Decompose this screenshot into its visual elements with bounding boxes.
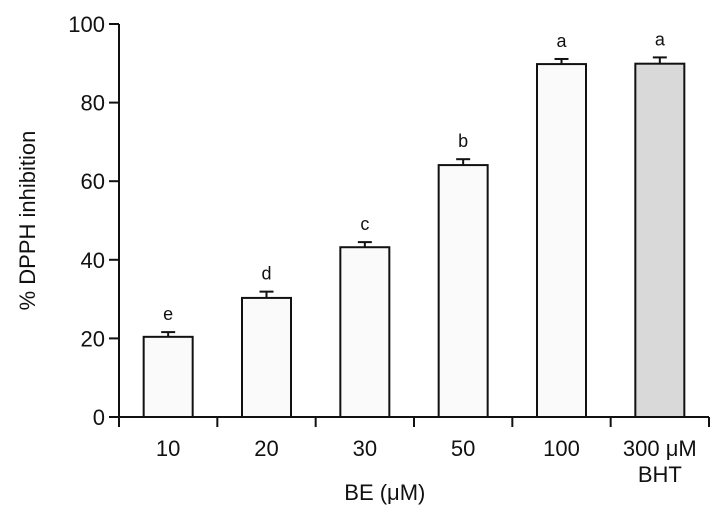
x-tick-label: 50 bbox=[451, 436, 475, 461]
y-axis: 0 20 40 60 80 100 bbox=[68, 12, 120, 430]
x-tick-label-line2: BHT bbox=[638, 462, 682, 487]
significance-letter: c bbox=[360, 214, 369, 234]
y-axis-label: % DPPH inhibition bbox=[15, 131, 40, 311]
x-tick-label: 30 bbox=[353, 436, 377, 461]
y-tick-label: 20 bbox=[81, 326, 105, 351]
x-tick-label: 20 bbox=[254, 436, 278, 461]
bar-20: d 20 bbox=[241, 264, 292, 461]
y-tick-label: 60 bbox=[81, 169, 105, 194]
x-axis-label: BE (μM) bbox=[344, 480, 425, 505]
y-tick-label: 40 bbox=[81, 248, 105, 273]
bar-50: b 50 bbox=[437, 131, 489, 461]
x-tick-label: 300 μM bbox=[623, 436, 697, 461]
significance-letter: a bbox=[556, 31, 567, 51]
significance-letter: a bbox=[655, 29, 666, 49]
significance-letter: d bbox=[261, 264, 271, 284]
x-axis bbox=[109, 416, 710, 427]
y-tick-label: 80 bbox=[81, 91, 105, 116]
x-tick-label: 100 bbox=[543, 436, 580, 461]
bar-100: a 100 bbox=[536, 31, 587, 461]
significance-letter: b bbox=[458, 131, 468, 151]
bar-30: c 30 bbox=[339, 214, 391, 461]
bar-10: e 10 bbox=[142, 304, 194, 461]
y-tick-label: 0 bbox=[93, 405, 105, 430]
x-tick-label: 10 bbox=[156, 436, 180, 461]
y-tick-label: 100 bbox=[68, 12, 105, 37]
significance-letter: e bbox=[163, 304, 173, 324]
